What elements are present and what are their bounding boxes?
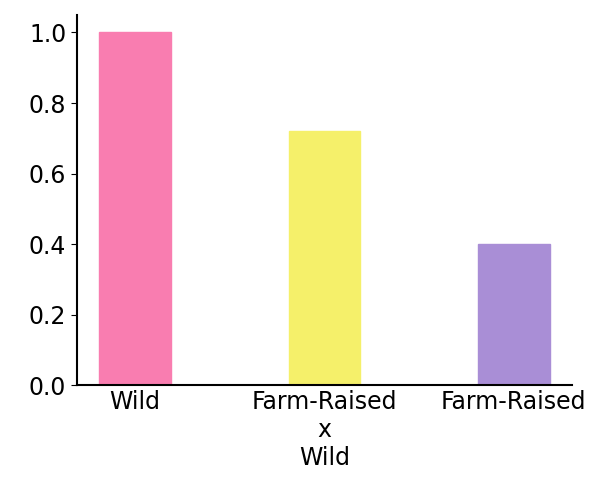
Bar (478, 244, 550, 385)
Bar (289, 131, 360, 385)
Bar (99, 33, 171, 385)
